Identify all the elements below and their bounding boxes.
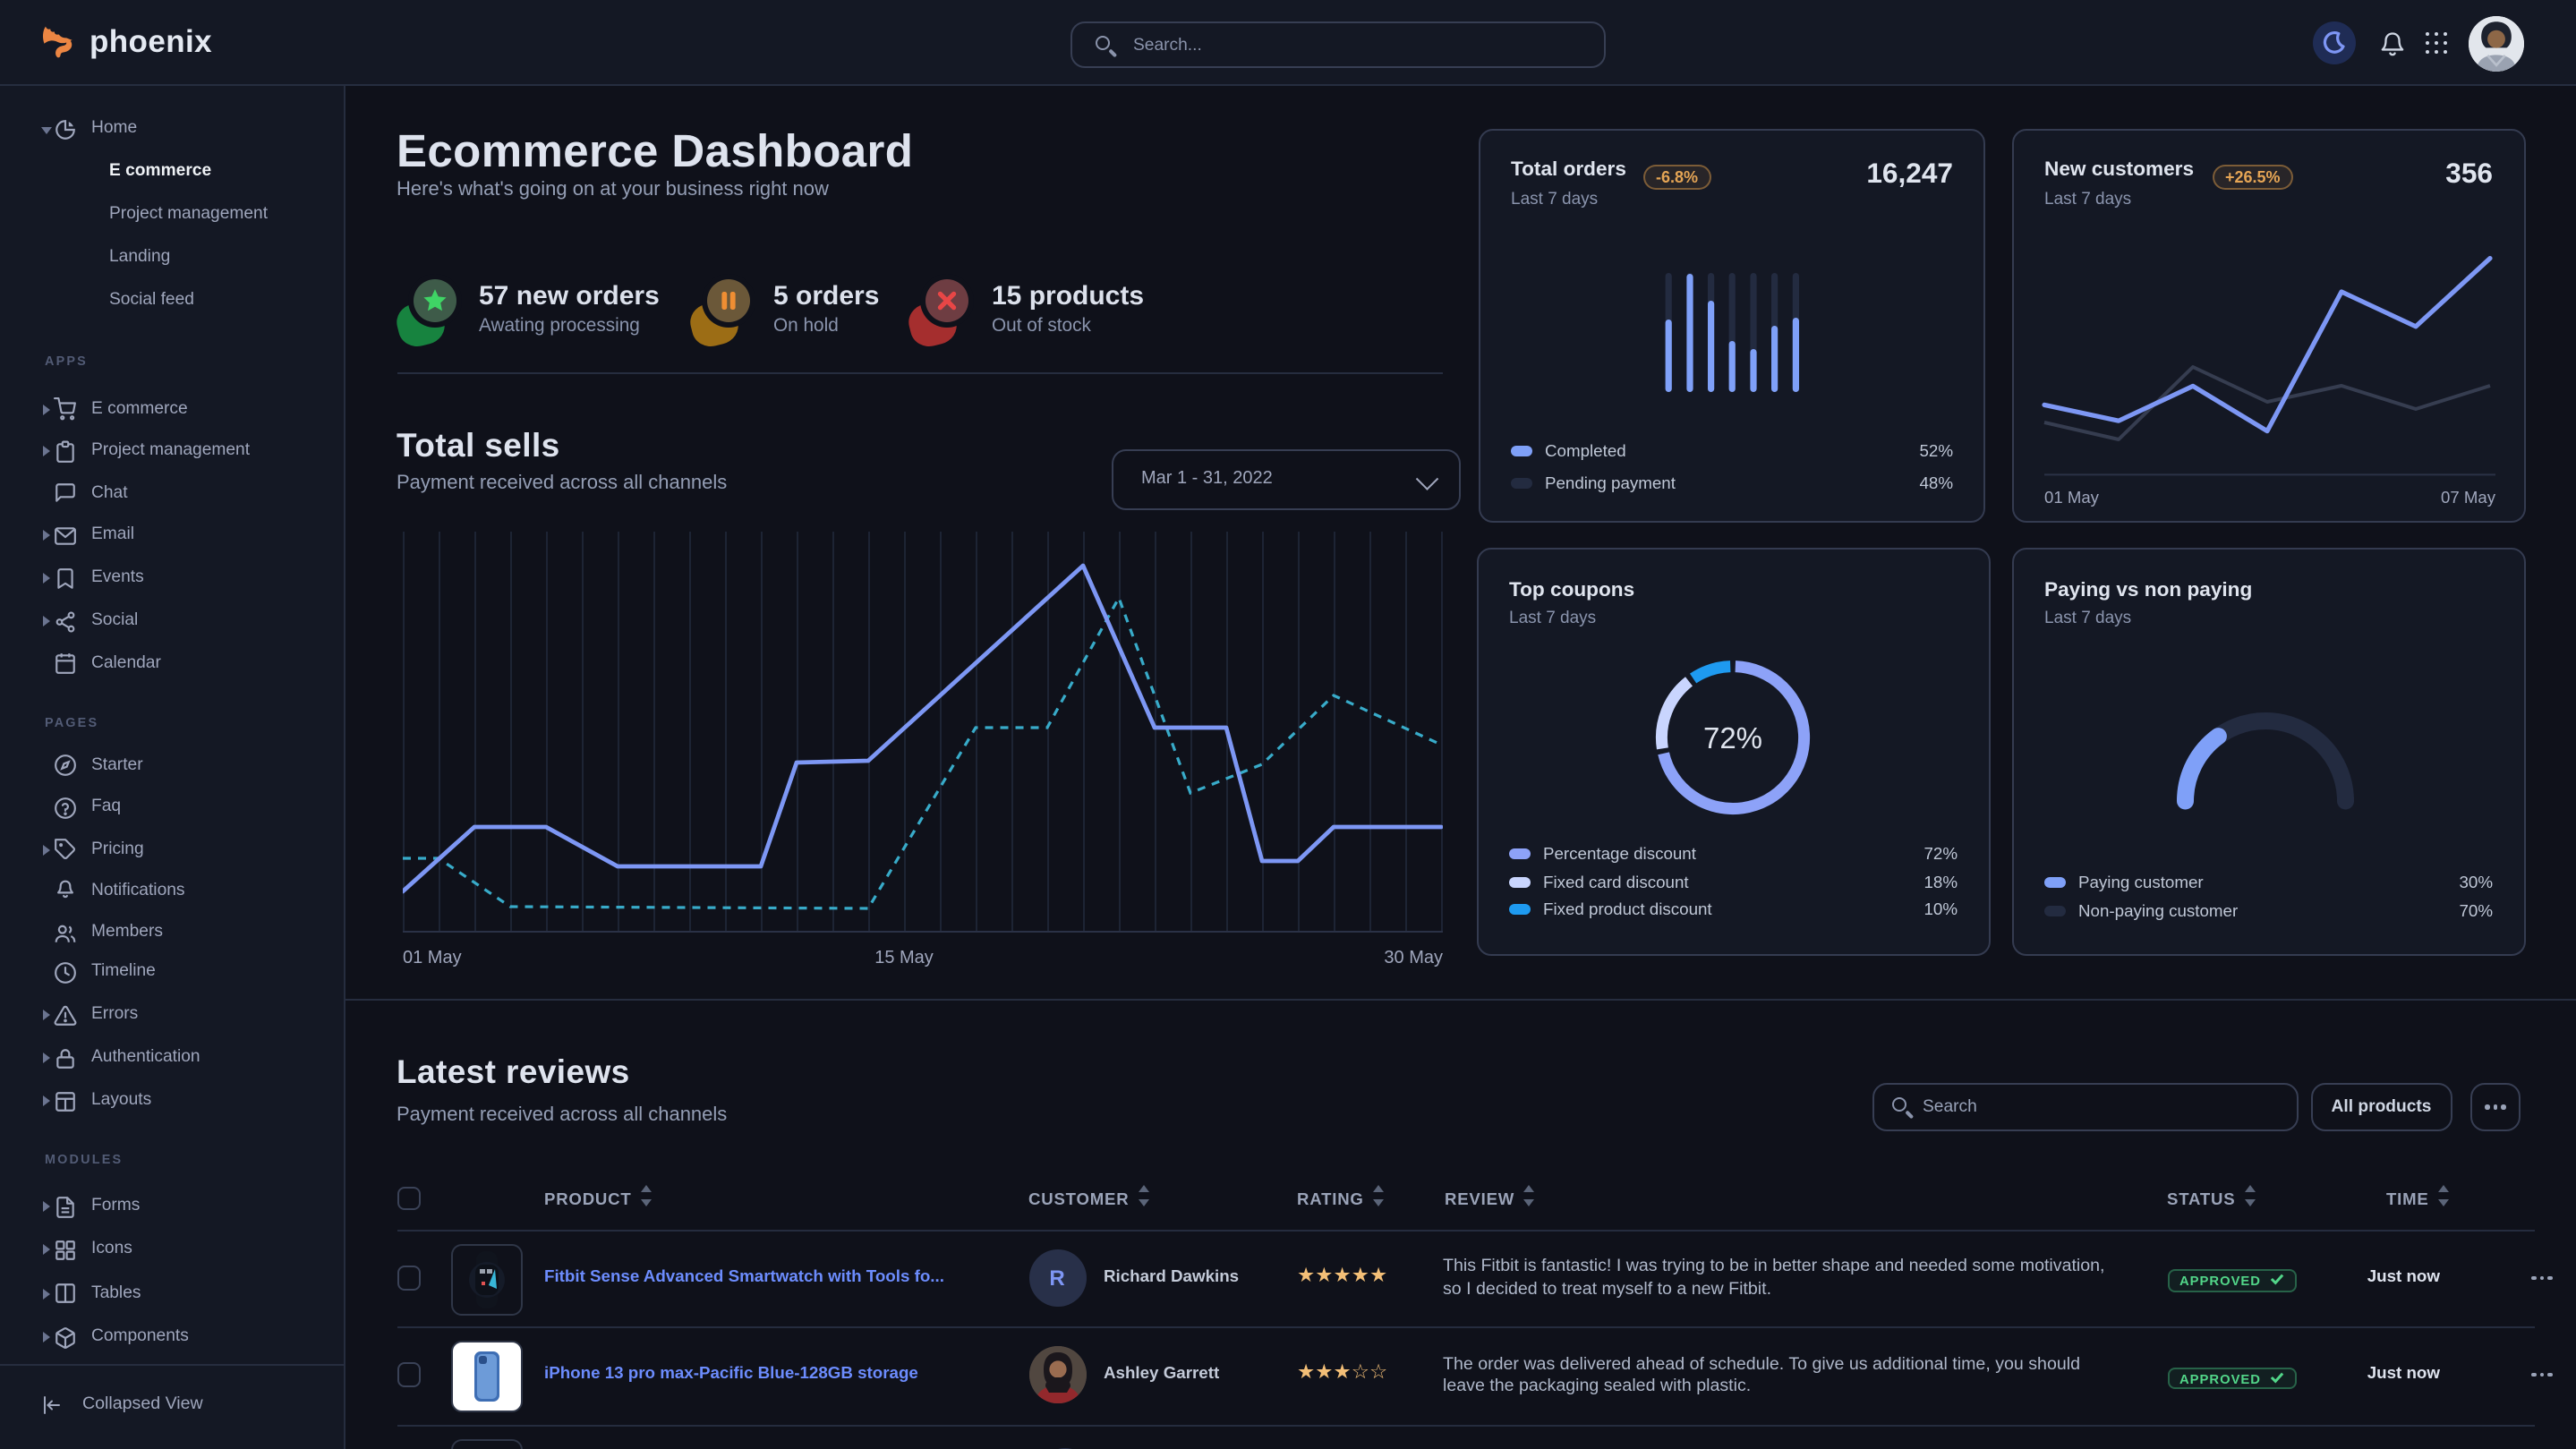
svg-text:07 May: 07 May bbox=[2441, 487, 2496, 506]
svg-text:15 May: 15 May bbox=[874, 948, 934, 967]
svg-text:01 May: 01 May bbox=[2044, 487, 2100, 506]
svg-text:72%: 72% bbox=[1703, 721, 1762, 754]
svg-text:01 May: 01 May bbox=[403, 948, 462, 967]
svg-text:30 May: 30 May bbox=[1384, 948, 1443, 967]
